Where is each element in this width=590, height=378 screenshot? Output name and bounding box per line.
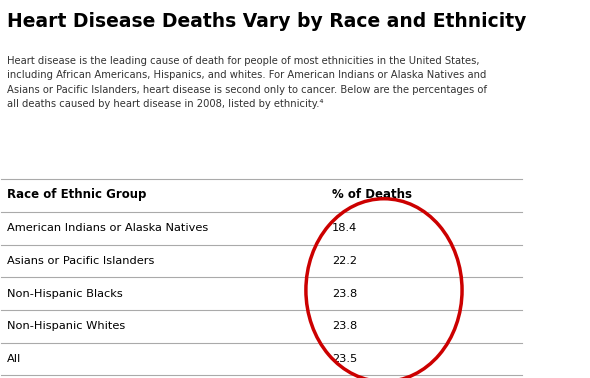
Text: 23.5: 23.5 (332, 354, 357, 364)
Text: Asians or Pacific Islanders: Asians or Pacific Islanders (6, 256, 154, 266)
Text: Race of Ethnic Group: Race of Ethnic Group (6, 187, 146, 201)
Text: 22.2: 22.2 (332, 256, 357, 266)
Text: % of Deaths: % of Deaths (332, 187, 412, 201)
Text: Heart disease is the leading cause of death for people of most ethnicities in th: Heart disease is the leading cause of de… (6, 56, 487, 109)
Text: American Indians or Alaska Natives: American Indians or Alaska Natives (6, 223, 208, 233)
Text: Heart Disease Deaths Vary by Race and Ethnicity: Heart Disease Deaths Vary by Race and Et… (6, 12, 526, 31)
Text: All: All (6, 354, 21, 364)
Text: Non-Hispanic Blacks: Non-Hispanic Blacks (6, 289, 122, 299)
Text: 18.4: 18.4 (332, 223, 357, 233)
Text: Non-Hispanic Whites: Non-Hispanic Whites (6, 321, 125, 332)
Text: 23.8: 23.8 (332, 321, 357, 332)
Text: 23.8: 23.8 (332, 289, 357, 299)
